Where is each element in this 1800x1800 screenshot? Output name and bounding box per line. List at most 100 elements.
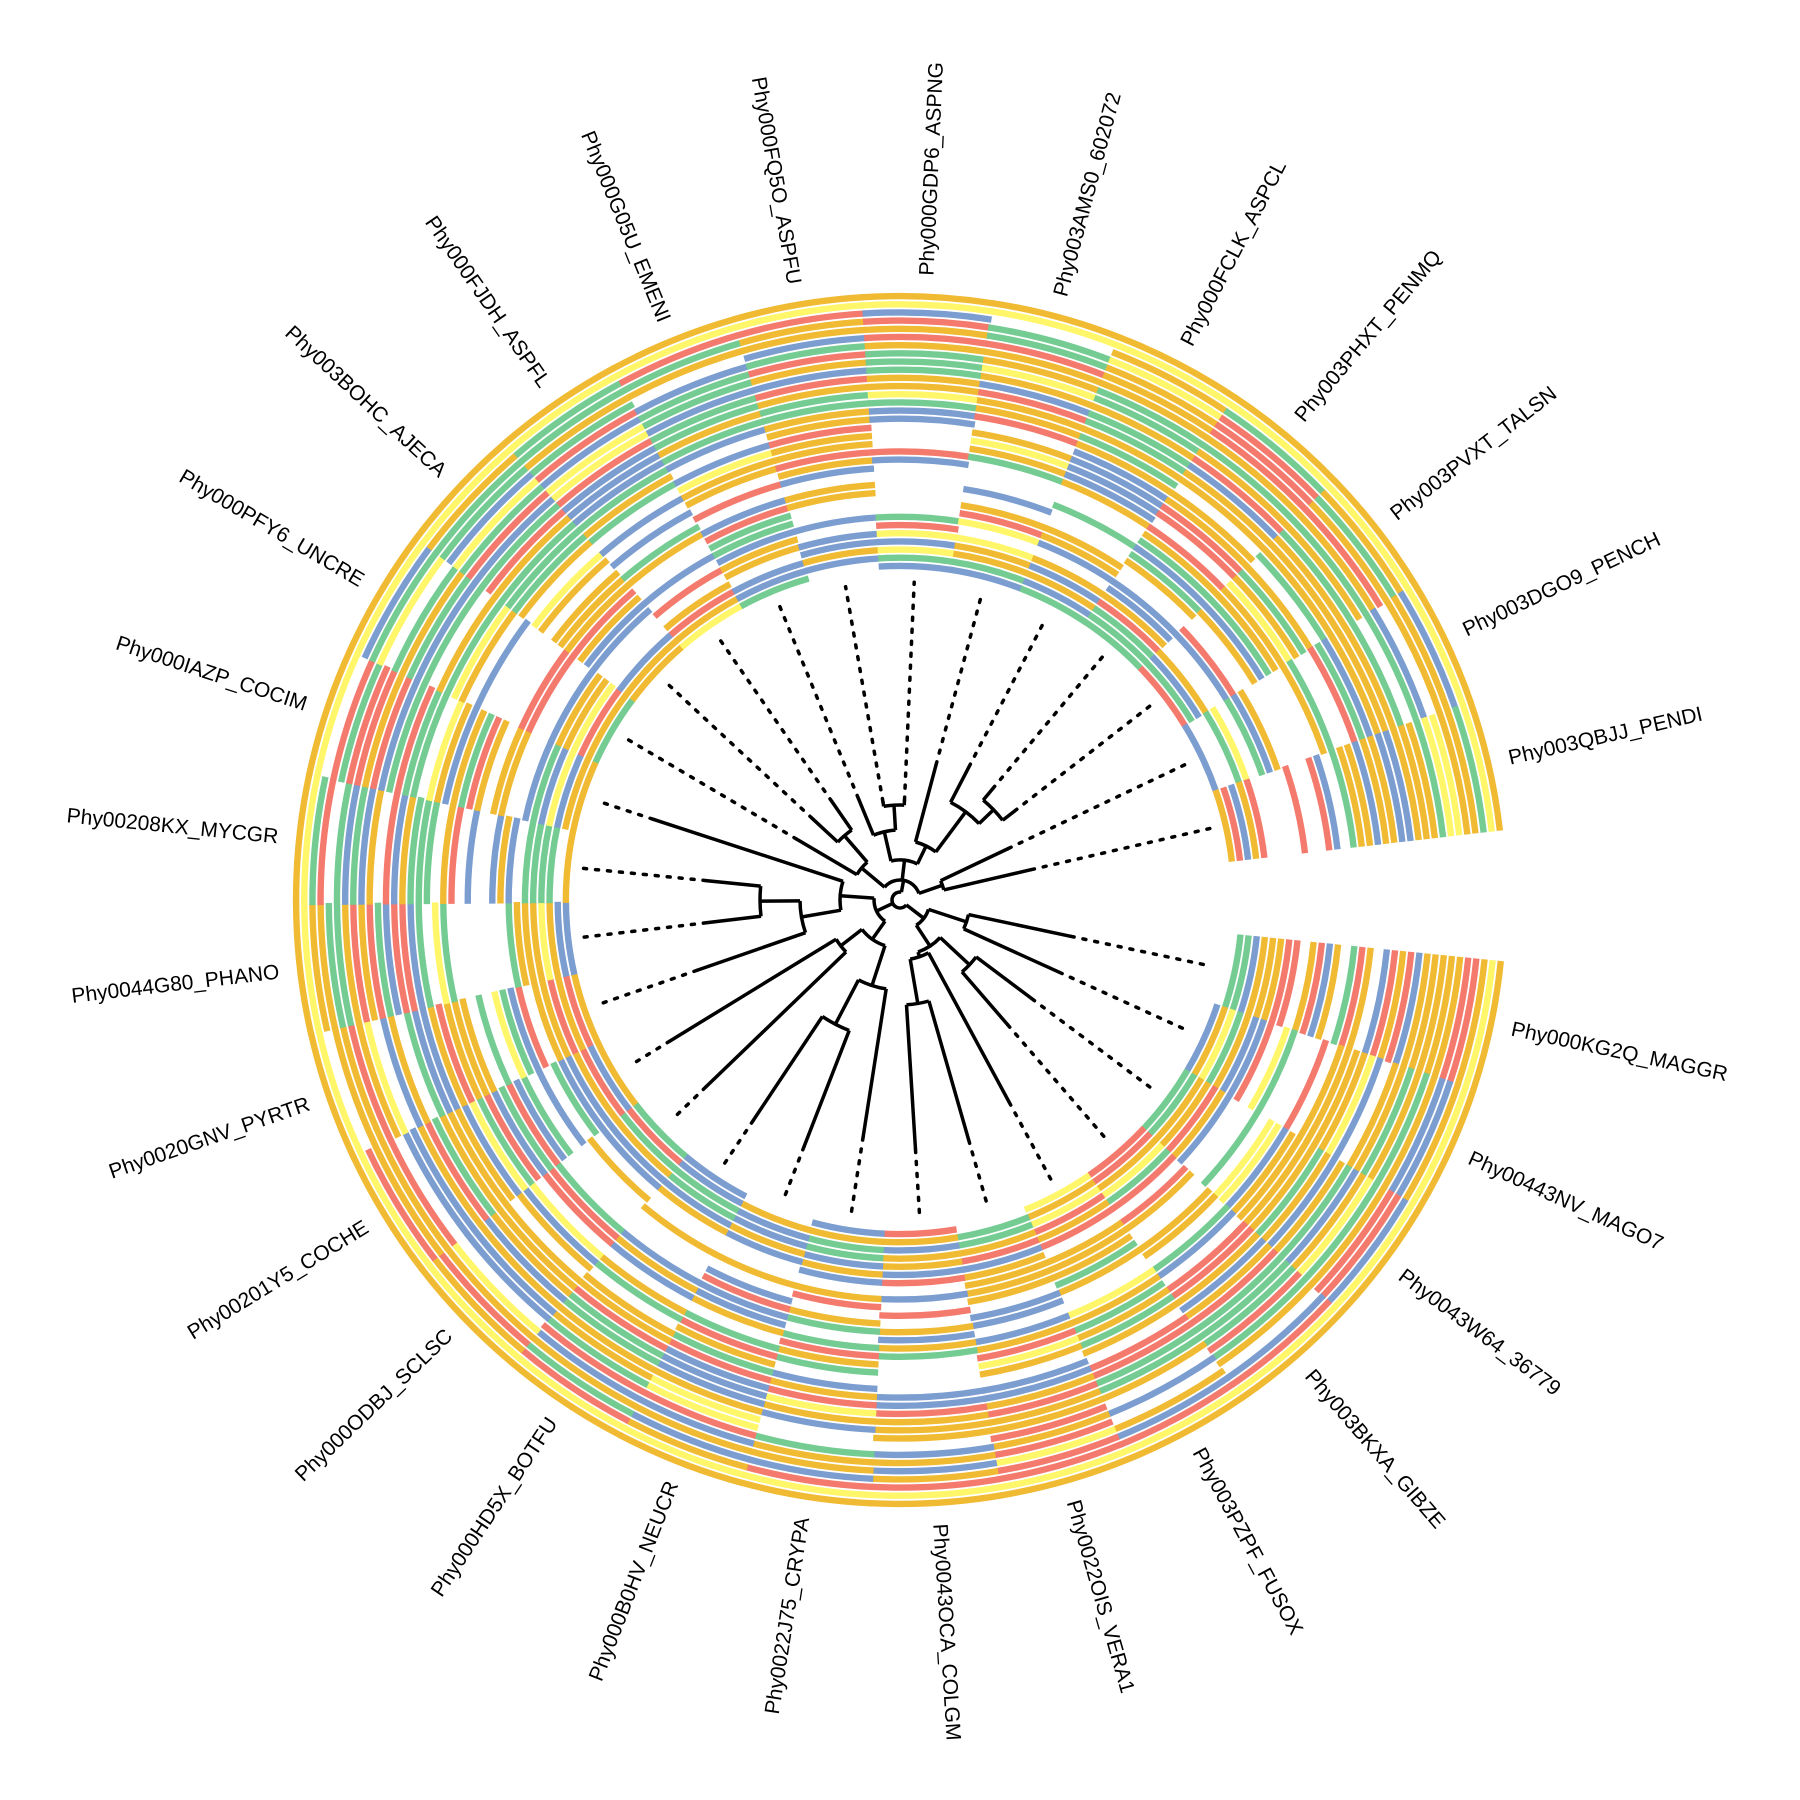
ring-23-segment-1: [1384, 951, 1415, 1064]
ring-30-segment-21: [741, 326, 866, 355]
ring-29-segment-21: [743, 334, 867, 362]
ring-23-segment-21: [757, 383, 870, 410]
ring-18-segment-20: [672, 441, 772, 487]
tree-arc-75: [939, 879, 946, 891]
ring-22-segment-3: [1266, 1155, 1339, 1249]
tree-branch-59: [856, 797, 876, 836]
ring-13-segment-12: [505, 1082, 561, 1167]
ring-21-segment-22: [868, 399, 978, 412]
ring-15-segment-12: [490, 1089, 548, 1177]
ring-24-segment-19: [556, 437, 655, 508]
ring-33-segment-10: [514, 1353, 627, 1432]
ring-13-segment-15: [464, 808, 481, 904]
ring-20-segment-25: [1168, 489, 1256, 564]
ring-34-segment-22: [861, 292, 995, 307]
ring-11-segment-19: [625, 530, 705, 588]
ring-1-segment-4: [1086, 1125, 1147, 1179]
ring-4-segment-8: [804, 1242, 884, 1262]
ring-28-segment-5: [1106, 1354, 1217, 1418]
tree-branch-31: [751, 1015, 824, 1122]
ring-20-segment-10: [582, 1272, 676, 1338]
ring-20-segment-28: [1359, 737, 1390, 845]
ring-3-segment-1: [1229, 935, 1252, 1012]
ring-17-segment-3: [1236, 1135, 1303, 1221]
ring-15-segment-16: [457, 712, 495, 809]
ring-2-segment-4: [1091, 1131, 1153, 1186]
leaf-label-20: Phy000G05U_EMENI: [576, 128, 675, 326]
ring-4-segment-13: [547, 978, 579, 1055]
ring-12-segment-24: [1051, 501, 1138, 551]
ring-19-segment-25: [1164, 496, 1250, 570]
ring-33-segment-22: [861, 301, 994, 315]
ring-19-segment-11: [515, 1191, 594, 1272]
ring-3-segment-23: [952, 550, 1029, 577]
ring-29-segment-11: [450, 1240, 542, 1335]
tree-branch-69: [949, 765, 971, 804]
tree-branch-4: [927, 907, 968, 924]
ring-16-segment-27: [1286, 658, 1335, 753]
ring-25-segment-21: [752, 367, 869, 394]
ring-8-segment-26: [1179, 625, 1237, 698]
ring-7-segment-25: [1110, 578, 1179, 637]
ring-28-segment-10: [540, 1322, 646, 1396]
tree-arc-58: [872, 828, 896, 837]
tree-branch-2: [905, 903, 925, 920]
leaf-leader-5: [1007, 1100, 1053, 1182]
ring-3-segment-15: [546, 825, 561, 904]
ring-12-segment-26: [1202, 603, 1265, 681]
ring-23-segment-9: [659, 1352, 768, 1400]
ring-30-segment-16: [337, 661, 384, 783]
leaf-label-3: Phy0043W64_36779: [1394, 1265, 1565, 1401]
ring-26-segment-23: [981, 364, 1098, 402]
ring-7-segment-16: [521, 739, 555, 822]
ring-31-segment-11: [437, 1250, 531, 1348]
ring-18-segment-19: [588, 480, 678, 545]
ring-17-segment-24: [1066, 463, 1161, 517]
ring-14-segment-7: [877, 1330, 976, 1344]
ring-11-segment-25: [1128, 550, 1203, 615]
ring-22-segment-10: [572, 1284, 669, 1352]
ring-26-segment-25: [1196, 448, 1291, 530]
ring-1-segment-27: [1181, 723, 1219, 793]
ring-1-segment-14: [562, 901, 578, 976]
ring-18-segment-21: [768, 424, 872, 449]
ring-20-segment-24: [1075, 440, 1174, 496]
ring-4-segment-21: [799, 538, 879, 559]
ring-29-segment-26: [1302, 506, 1384, 609]
tree-branch-72: [981, 787, 995, 802]
ring-7-segment-26: [1173, 631, 1230, 702]
ring-18-segment-13: [435, 1003, 476, 1104]
ring-19-segment-27: [1307, 646, 1359, 745]
ring-20-segment-27: [1314, 641, 1366, 742]
ring-28-segment-15: [342, 782, 361, 905]
tree-branch-50: [795, 837, 858, 877]
ring-5-segment-14: [530, 901, 546, 983]
ring-3-segment-10: [672, 1165, 740, 1214]
ring-34-segment-24: [1116, 333, 1238, 401]
ring-9-segment-23: [960, 502, 1047, 531]
ring-21-segment-20: [661, 418, 765, 466]
ring-24-segment-14: [374, 902, 395, 1018]
ring-4-segment-7: [882, 1250, 962, 1262]
ring-13-segment-18: [551, 569, 621, 644]
ring-24-segment-3: [1278, 1164, 1353, 1260]
ring-19-segment-12: [461, 1102, 522, 1197]
ring-23-segment-26: [1267, 540, 1342, 634]
ring-24-segment-10: [561, 1297, 661, 1367]
ring-19-segment-3: [1248, 1143, 1317, 1232]
ring-1-segment-16: [569, 760, 599, 832]
ring-6-segment-2: [1219, 1016, 1260, 1094]
ring-13-segment-9: [697, 1279, 789, 1321]
leaf-leader-lines: [581, 580, 1213, 1220]
tree-branch-57: [882, 831, 893, 862]
ring-18-segment-28: [1343, 743, 1374, 847]
ring-28-segment-18: [452, 476, 541, 571]
ring-23-segment-10: [567, 1290, 665, 1359]
ring-30-segment-17: [376, 554, 446, 667]
leaf-leader-16: [596, 799, 655, 821]
ring-11-segment-23: [962, 485, 1053, 516]
ring-1-segment-26: [1137, 665, 1188, 728]
ring-16-segment-12: [483, 1092, 542, 1182]
ring-8-segment-5: [1045, 1219, 1124, 1266]
ring-29-segment-13: [347, 1023, 394, 1143]
